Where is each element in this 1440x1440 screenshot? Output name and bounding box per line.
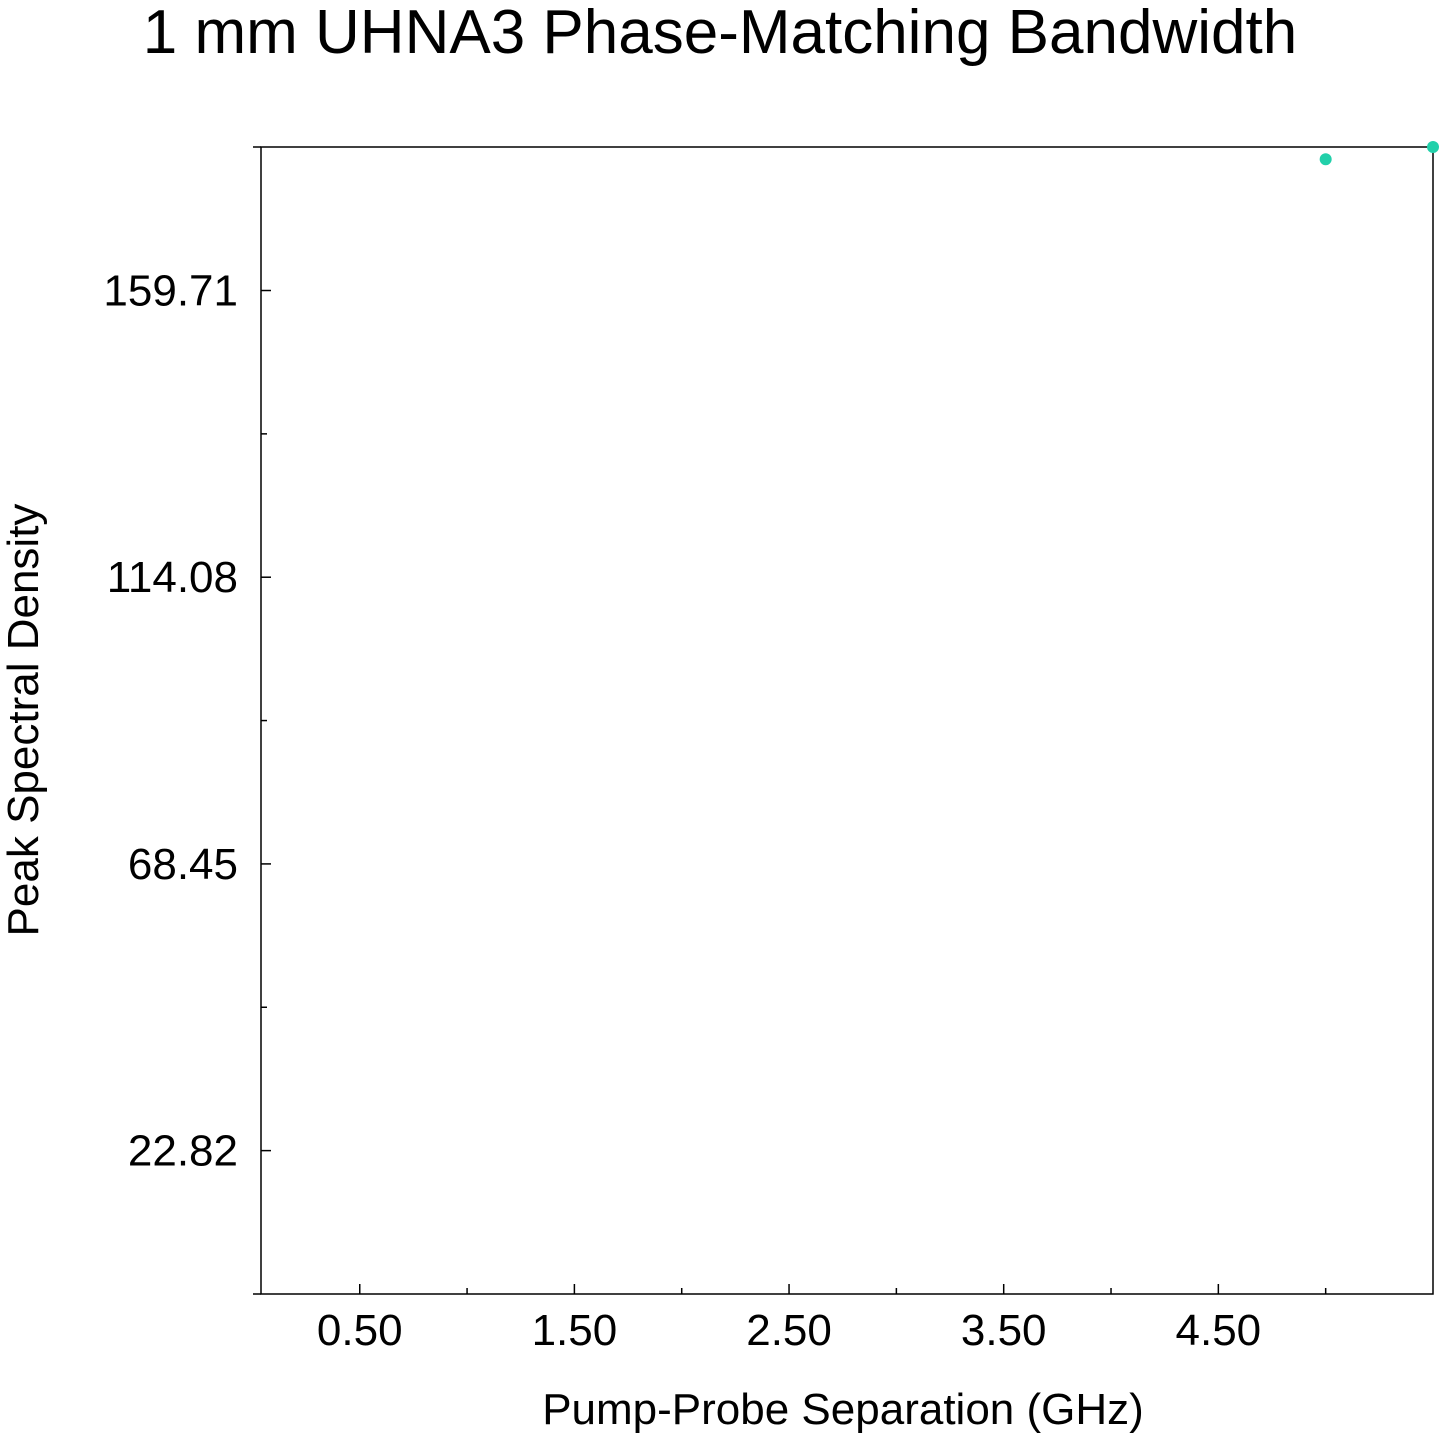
plot-area bbox=[260, 146, 1434, 1295]
x-tick-label: 3.50 bbox=[961, 1306, 1047, 1355]
data-points bbox=[1319, 141, 1439, 166]
chart-title: 1 mm UHNA3 Phase-Matching Bandwidth bbox=[143, 0, 1297, 67]
data-point bbox=[1427, 141, 1439, 153]
x-tick-label: 4.50 bbox=[1176, 1306, 1262, 1355]
x-tick-label: 0.50 bbox=[317, 1306, 403, 1355]
x-tick-label: 2.50 bbox=[746, 1306, 832, 1355]
y-tick-label: 68.45 bbox=[128, 840, 238, 889]
data-point bbox=[1319, 153, 1332, 166]
y-axis-label: Peak Spectral Density bbox=[0, 504, 48, 937]
x-axis-ticks: 0.50 1.50 2.50 3.50 4.50 bbox=[317, 1284, 1327, 1355]
y-tick-label: 159.71 bbox=[103, 267, 238, 316]
x-axis-label: Pump-Probe Separation (GHz) bbox=[542, 1385, 1144, 1434]
y-tick-label: 22.82 bbox=[128, 1127, 238, 1176]
y-axis-ticks: 22.82 68.45 114.08 159.71 bbox=[103, 146, 271, 1295]
plot-frame bbox=[260, 146, 1434, 1295]
y-tick-label: 114.08 bbox=[107, 553, 238, 602]
x-tick-label: 1.50 bbox=[532, 1306, 618, 1355]
